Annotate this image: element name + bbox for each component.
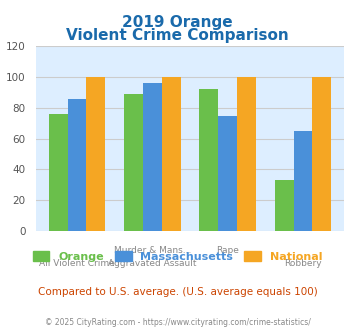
Bar xyxy=(237,77,256,231)
Text: Rape: Rape xyxy=(216,247,239,255)
Text: All Violent Crime: All Violent Crime xyxy=(39,259,115,268)
Bar xyxy=(294,131,312,231)
Text: Violent Crime Comparison: Violent Crime Comparison xyxy=(66,28,289,43)
Bar xyxy=(49,114,67,231)
Bar xyxy=(86,77,105,231)
Legend: Orange, Massachusetts, National: Orange, Massachusetts, National xyxy=(28,247,327,267)
Bar xyxy=(143,83,162,231)
Text: Compared to U.S. average. (U.S. average equals 100): Compared to U.S. average. (U.S. average … xyxy=(38,287,317,297)
Bar xyxy=(218,115,237,231)
Bar xyxy=(124,94,143,231)
Bar xyxy=(312,77,331,231)
Text: Aggravated Assault: Aggravated Assault xyxy=(108,259,197,268)
Text: 2019 Orange: 2019 Orange xyxy=(122,15,233,30)
Bar xyxy=(162,77,180,231)
Bar xyxy=(67,99,86,231)
Bar xyxy=(275,180,294,231)
Text: Murder & Mans...: Murder & Mans... xyxy=(114,247,191,255)
Bar xyxy=(200,89,218,231)
Text: Robbery: Robbery xyxy=(284,259,322,268)
Text: © 2025 CityRating.com - https://www.cityrating.com/crime-statistics/: © 2025 CityRating.com - https://www.city… xyxy=(45,318,310,327)
